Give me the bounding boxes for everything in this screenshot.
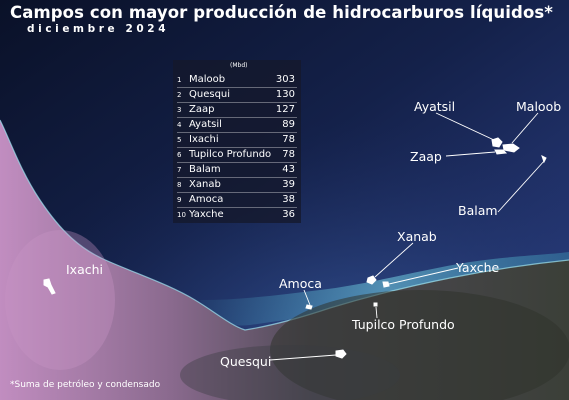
table-row: 7 Balam 43 [173,163,301,178]
field-value: 303 [275,74,295,85]
rank-number: 10 [177,211,186,219]
row-divider [177,102,297,103]
field-value: 127 [275,104,295,115]
ranking-table: (Mbd) 1 Maloob 303 2 Quesqui 130 3 Zaap … [173,60,301,223]
field-name: Quesqui [189,89,231,100]
rank-number: 6 [177,151,182,159]
maloob-marker [502,143,520,153]
label-tupilco-profundo: Tupilco Profundo [352,317,455,332]
field-value: 89 [282,119,295,130]
field-value: 78 [282,149,295,160]
table-row: 8 Xanab 39 [173,178,301,193]
xanab-marker [366,275,377,285]
zaap-leader [445,151,496,157]
field-value: 39 [282,179,295,190]
ayatsil-marker [491,137,503,148]
footnote: *Suma de petróleo y condensado [10,380,161,390]
field-name: Maloob [189,74,226,85]
coastline [0,119,569,331]
map-title: Campos con mayor producción de hidrocarb… [10,3,554,22]
label-xanab: Xanab [397,229,437,244]
label-ayatsil: Ayatsil [414,99,456,114]
balam-leader [497,159,546,213]
label-zaap: Zaap [410,149,442,164]
table-unit: (Mbd) [230,62,248,69]
label-maloob: Maloob [516,99,562,114]
table-row: 9 Amoca 38 [173,193,301,208]
field-name: Tupilco Profundo [189,149,272,160]
row-divider [177,192,297,193]
rank-number: 2 [177,91,182,99]
rank-number: 9 [177,196,182,204]
row-divider [177,177,297,178]
shallow-water [200,252,569,326]
row-divider [177,117,297,118]
rank-number: 5 [177,136,182,144]
row-divider [177,147,297,148]
amoca-marker [305,304,313,310]
field-name: Ayatsil [189,119,222,130]
tupilco-leader [375,306,378,319]
table-row: 5 Ixachi 78 [173,133,301,148]
table-row: 6 Tupilco Profundo 78 [173,148,301,163]
zaap-marker [494,149,508,155]
label-ixachi: Ixachi [66,262,104,277]
rank-number: 4 [177,121,182,129]
table-row: 1 Maloob 303 [173,73,301,88]
field-value: 130 [275,89,295,100]
field-name: Amoca [189,194,224,205]
table-row: 4 Ayatsil 89 [173,118,301,133]
field-name: Zaap [189,104,215,115]
ixachi-marker [43,278,56,295]
label-quesqui: Quesqui [220,354,272,369]
row-divider [177,207,297,208]
field-name: Ixachi [189,134,219,145]
inland-patch [180,345,400,400]
tupilco-marker [373,302,378,307]
field-name: Balam [189,164,221,175]
rank-number: 1 [177,76,182,84]
field-name: Xanab [189,179,221,190]
maloob-leader [511,112,539,144]
rank-number: 3 [177,106,182,114]
map-subtitle: diciembre 2024 [27,23,170,35]
xanab-leader [374,242,414,278]
label-amoca: Amoca [279,276,322,291]
table-row: 10 Yaxche 36 [173,208,301,222]
row-divider [177,87,297,88]
field-value: 38 [282,194,295,205]
amoca-leader [303,289,311,306]
quesqui-leader [269,354,337,361]
row-divider [177,162,297,163]
rank-number: 8 [177,181,182,189]
inland-patch [5,230,115,370]
inland-patch [270,290,569,400]
rank-number: 7 [177,166,182,174]
field-value: 36 [282,209,295,220]
row-divider [177,132,297,133]
yaxche-leader [388,267,459,285]
table-row: 3 Zaap 127 [173,103,301,118]
yaxche-marker [382,281,390,288]
label-balam: Balam [458,203,498,218]
ayatsil-leader [435,112,495,141]
field-name: Yaxche [189,209,224,220]
field-value: 43 [282,164,295,175]
field-value: 78 [282,134,295,145]
table-row: 2 Quesqui 130 [173,88,301,103]
label-yaxche: Yaxche [456,260,500,275]
